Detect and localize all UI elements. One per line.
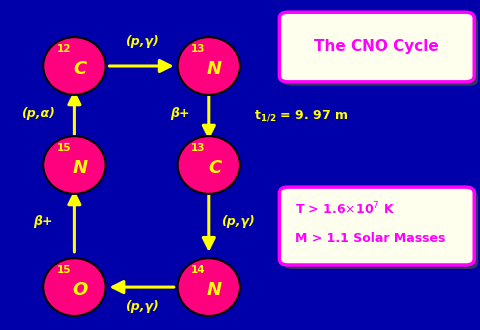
Text: C: C: [73, 60, 87, 78]
Text: β+: β+: [170, 107, 190, 120]
Ellipse shape: [178, 258, 240, 316]
Text: 15: 15: [57, 143, 71, 153]
Text: O: O: [72, 281, 88, 299]
Text: The CNO Cycle: The CNO Cycle: [314, 39, 439, 54]
FancyBboxPatch shape: [283, 16, 478, 86]
Text: N: N: [207, 281, 222, 299]
Text: 12: 12: [57, 44, 71, 54]
Ellipse shape: [43, 258, 106, 316]
Text: (p,γ): (p,γ): [221, 214, 254, 228]
Text: $\mathbf{t_{1/2}}$ = 9. 97 m: $\mathbf{t_{1/2}}$ = 9. 97 m: [254, 108, 348, 123]
Text: 14: 14: [191, 265, 205, 275]
Text: (p,α): (p,α): [22, 107, 55, 120]
Text: M > 1.1 Solar Masses: M > 1.1 Solar Masses: [295, 232, 445, 245]
Ellipse shape: [43, 37, 106, 95]
Text: N: N: [72, 159, 88, 177]
FancyBboxPatch shape: [279, 12, 474, 82]
Ellipse shape: [178, 37, 240, 95]
Text: (p,γ): (p,γ): [125, 35, 158, 48]
Ellipse shape: [178, 136, 240, 194]
FancyBboxPatch shape: [279, 187, 474, 265]
Text: 13: 13: [191, 44, 205, 54]
Ellipse shape: [43, 136, 106, 194]
Text: T > 1.6$\times$10$^7$ K: T > 1.6$\times$10$^7$ K: [295, 200, 395, 217]
Text: (p,γ): (p,γ): [125, 300, 158, 313]
Text: C: C: [208, 159, 221, 177]
Text: N: N: [207, 60, 222, 78]
FancyBboxPatch shape: [283, 191, 478, 269]
Text: 13: 13: [191, 143, 205, 153]
Text: 15: 15: [57, 265, 71, 275]
Text: β+: β+: [34, 214, 53, 228]
